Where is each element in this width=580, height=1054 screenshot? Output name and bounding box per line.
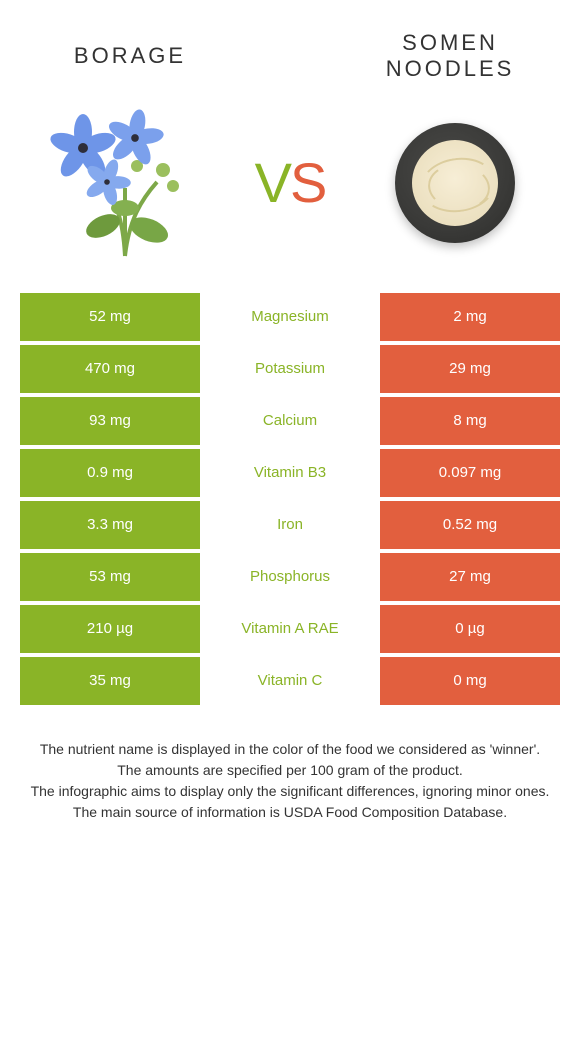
right-value: 0.52 mg [380, 501, 560, 549]
footer-line: The nutrient name is displayed in the co… [20, 739, 560, 760]
left-value: 0.9 mg [20, 449, 200, 497]
infographic-container: BORAGE SOMENNOODLES [0, 0, 580, 853]
food-left-title: BORAGE [30, 43, 230, 69]
nutrient-label: Vitamin C [200, 657, 380, 705]
footer-notes: The nutrient name is displayed in the co… [0, 709, 580, 853]
titles-row: BORAGE SOMENNOODLES [0, 0, 580, 93]
right-value: 29 mg [380, 345, 560, 393]
noodles-image [375, 103, 535, 263]
table-row: 470 mgPotassium29 mg [20, 345, 560, 393]
vs-s: S [290, 151, 325, 214]
nutrient-label: Iron [200, 501, 380, 549]
left-value: 470 mg [20, 345, 200, 393]
nutrient-label: Phosphorus [200, 553, 380, 601]
vs-v: V [255, 151, 290, 214]
images-row: VS [0, 93, 580, 293]
left-value: 93 mg [20, 397, 200, 445]
table-row: 210 µgVitamin A RAE0 µg [20, 605, 560, 653]
left-value: 3.3 mg [20, 501, 200, 549]
table-row: 53 mgPhosphorus27 mg [20, 553, 560, 601]
footer-line: The infographic aims to display only the… [20, 781, 560, 802]
right-value: 27 mg [380, 553, 560, 601]
right-value: 0 mg [380, 657, 560, 705]
nutrient-label: Vitamin B3 [200, 449, 380, 497]
right-value: 0 µg [380, 605, 560, 653]
food-right-title: SOMENNOODLES [350, 30, 550, 83]
nutrient-label: Vitamin A RAE [200, 605, 380, 653]
right-value: 0.097 mg [380, 449, 560, 497]
table-row: 35 mgVitamin C0 mg [20, 657, 560, 705]
left-value: 35 mg [20, 657, 200, 705]
left-value: 53 mg [20, 553, 200, 601]
nutrient-table: 52 mgMagnesium2 mg470 mgPotassium29 mg93… [20, 293, 560, 705]
footer-line: The main source of information is USDA F… [20, 802, 560, 823]
left-value: 210 µg [20, 605, 200, 653]
nutrient-label: Magnesium [200, 293, 380, 341]
table-row: 52 mgMagnesium2 mg [20, 293, 560, 341]
table-row: 3.3 mgIron0.52 mg [20, 501, 560, 549]
footer-line: The amounts are specified per 100 gram o… [20, 760, 560, 781]
left-value: 52 mg [20, 293, 200, 341]
right-value: 2 mg [380, 293, 560, 341]
nutrient-label: Potassium [200, 345, 380, 393]
borage-image [45, 103, 205, 263]
table-row: 0.9 mgVitamin B30.097 mg [20, 449, 560, 497]
table-row: 93 mgCalcium8 mg [20, 397, 560, 445]
vs-label: VS [255, 150, 326, 215]
nutrient-label: Calcium [200, 397, 380, 445]
right-value: 8 mg [380, 397, 560, 445]
